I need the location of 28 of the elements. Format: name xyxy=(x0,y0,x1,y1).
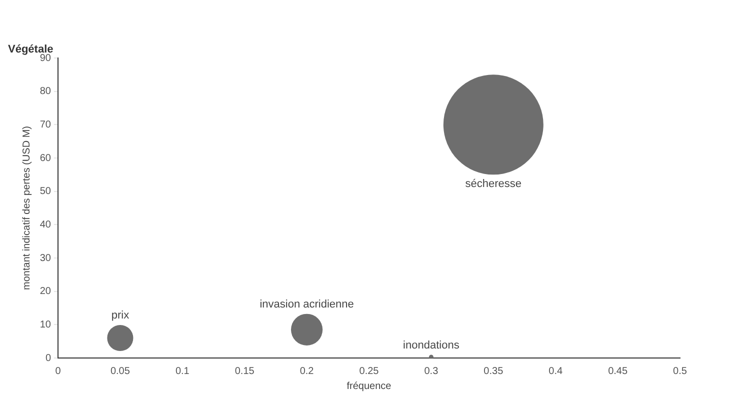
y-tick-label: 60 xyxy=(40,152,52,164)
annotation: sécheresse xyxy=(465,178,522,190)
y-tick-label: 0 xyxy=(45,352,52,364)
x-axis-title: fréquence xyxy=(346,380,392,392)
y-tick-label: 10 xyxy=(40,319,52,330)
annotation: prix xyxy=(111,309,130,322)
y-tick-label: 30 xyxy=(40,252,52,264)
y-axis-title: montant indicatif des pertes (USD M) xyxy=(22,126,33,290)
y-tick-label: 70 xyxy=(40,119,52,130)
annotation: invasion acridienne xyxy=(260,298,354,310)
x-tick-label: 0 xyxy=(55,366,62,377)
x-tick-label: 0.15 xyxy=(234,366,255,377)
x-tick-label: 0.05 xyxy=(110,366,130,377)
x-tick-label: 0.4 xyxy=(548,366,563,377)
x-tick-label: 0.2 xyxy=(300,366,314,377)
x-tick-label: 0.1 xyxy=(175,366,190,377)
x-tick-label: 0.45 xyxy=(608,366,628,377)
y-tick-label: 40 xyxy=(40,219,52,230)
x-tick-label: 0.35 xyxy=(484,366,504,377)
x-tick-label: 0.3 xyxy=(424,366,439,377)
x-tick-label: 0.25 xyxy=(359,366,380,377)
x-tick-label: 0.5 xyxy=(673,366,688,377)
y-tick-label: 80 xyxy=(40,86,52,98)
annotation: inondations xyxy=(403,339,460,352)
y-tick-label: 90 xyxy=(40,52,52,64)
chart-title: Végétale xyxy=(8,43,54,56)
y-tick-label: 50 xyxy=(40,186,52,198)
y-tick-label: 20 xyxy=(40,286,52,298)
